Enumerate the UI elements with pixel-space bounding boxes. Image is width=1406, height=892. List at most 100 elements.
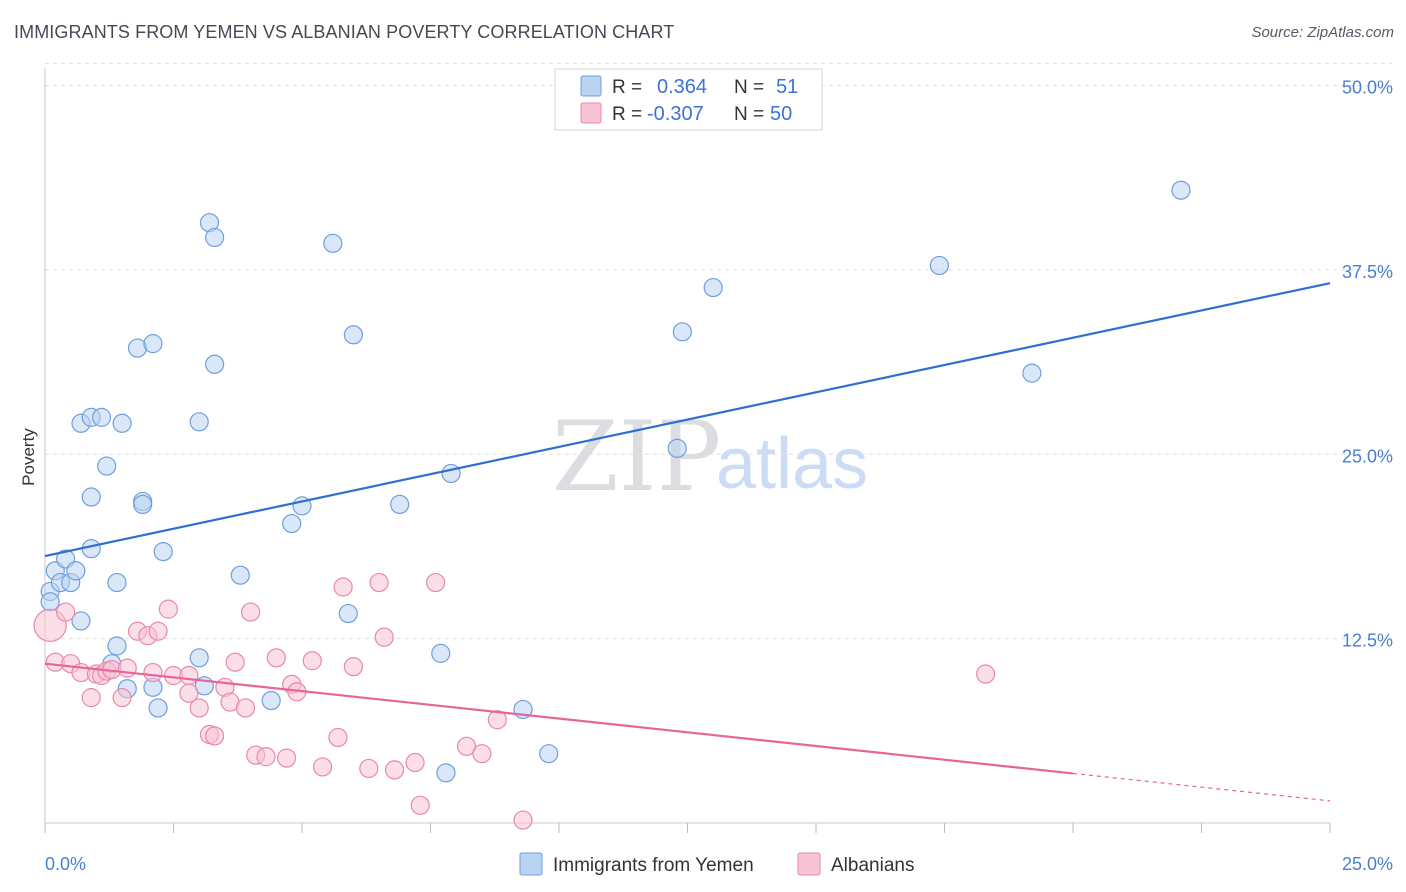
- watermark-zip: ZIP: [552, 401, 721, 513]
- data-point: [40, 592, 60, 612]
- data-point: [667, 438, 687, 458]
- data-point: [282, 513, 302, 534]
- data-point: [148, 698, 168, 718]
- x-tick-labels: 0.0% 25.0%: [45, 854, 1393, 874]
- legend-r-value: 0.364: [657, 76, 707, 98]
- data-point: [189, 648, 209, 668]
- legend-label-immigrants-from-yemen: Immigrants from Yemen: [553, 855, 754, 876]
- data-point: [328, 727, 348, 748]
- data-point: [513, 810, 533, 830]
- legend-n-label: N =: [734, 104, 764, 125]
- watermark: ZIP atlas: [552, 401, 868, 513]
- data-point: [189, 698, 209, 718]
- x-tick-label: 0.0%: [45, 854, 86, 874]
- y-tick-label: 37.5%: [1342, 262, 1393, 282]
- legend-n-label: N =: [734, 77, 764, 98]
- data-point: [539, 744, 559, 764]
- legend-swatch-immigrants-from-yemen: [519, 852, 543, 876]
- data-point: [1171, 180, 1191, 200]
- data-point: [374, 627, 394, 647]
- trend-line: [44, 662, 1074, 775]
- data-point: [976, 664, 996, 684]
- data-point: [410, 795, 430, 815]
- data-point: [241, 602, 261, 622]
- y-tick-label: 12.5%: [1342, 631, 1393, 651]
- x-tick-label: 25.0%: [1342, 854, 1393, 874]
- legend-r-value: -0.307: [647, 103, 704, 125]
- data-point: [133, 494, 153, 514]
- data-point: [333, 577, 353, 597]
- data-point: [112, 413, 132, 433]
- data-point: [343, 325, 363, 345]
- legend-n-value: 50: [770, 103, 792, 125]
- data-point: [343, 657, 363, 677]
- data-point: [487, 710, 507, 730]
- data-point: [441, 463, 461, 484]
- y-tick-labels: 12.5% 25.0% 37.5% 50.0%: [1342, 78, 1393, 651]
- data-point: [230, 565, 250, 585]
- legend-label-albanians: Albanians: [831, 855, 914, 876]
- data-point: [107, 572, 127, 593]
- data-point: [302, 651, 322, 671]
- data-point: [225, 652, 245, 672]
- data-point: [338, 603, 358, 624]
- data-point: [81, 688, 101, 708]
- legend-r-label: R =: [612, 104, 642, 125]
- data-point: [71, 611, 91, 631]
- data-point: [256, 747, 276, 767]
- legend-n-value: 51: [776, 76, 798, 98]
- data-point: [472, 744, 492, 764]
- data-point: [205, 227, 225, 248]
- data-point: [1022, 363, 1042, 383]
- data-point: [189, 412, 209, 432]
- trend-line: [44, 282, 1331, 558]
- data-point: [66, 561, 86, 581]
- data-point: [261, 690, 281, 711]
- data-point: [107, 636, 127, 656]
- series-albanians: [33, 572, 996, 830]
- legend-swatch-albanians: [797, 852, 821, 876]
- data-point: [323, 233, 343, 253]
- correlation-legend: R = 0.364 N = 51 R = -0.307 N = 50: [554, 68, 823, 131]
- legend-r-label: R =: [612, 77, 642, 98]
- data-point: [359, 758, 379, 779]
- data-point: [426, 572, 446, 593]
- trend-lines: [44, 282, 1331, 802]
- chart-title: IMMIGRANTS FROM YEMEN VS ALBANIAN POVERT…: [14, 22, 675, 42]
- data-point: [672, 322, 692, 342]
- data-point: [929, 255, 949, 276]
- y-axis-label: Poverty: [19, 428, 38, 486]
- data-point: [112, 688, 132, 708]
- data-point: [148, 621, 168, 641]
- data-point: [117, 658, 137, 678]
- data-point: [405, 752, 425, 773]
- data-point: [158, 599, 178, 619]
- watermark-atlas: atlas: [716, 424, 868, 504]
- data-point: [235, 698, 256, 718]
- data-point: [55, 602, 76, 622]
- data-point: [456, 736, 477, 756]
- series-immigrants-from-yemen: [40, 180, 1191, 783]
- data-point: [81, 487, 101, 507]
- x-ticks: [44, 823, 1331, 833]
- data-point: [431, 643, 451, 663]
- data-point: [143, 334, 163, 354]
- data-point: [312, 757, 333, 777]
- data-point: [97, 456, 117, 476]
- data-point: [266, 648, 286, 668]
- data-point: [205, 354, 225, 374]
- data-point: [390, 494, 410, 514]
- legend-swatch-blue: [580, 75, 602, 97]
- data-point: [384, 760, 405, 780]
- data-point: [205, 726, 225, 746]
- trend-line-extrapolated: [1072, 772, 1331, 802]
- chart-source: Source: ZipAtlas.com: [1251, 24, 1394, 41]
- gridlines: [45, 62, 1392, 640]
- legend-swatch-pink: [580, 102, 602, 124]
- y-tick-label: 25.0%: [1342, 446, 1393, 466]
- y-tick-label: 50.0%: [1342, 78, 1393, 98]
- data-point: [153, 541, 173, 562]
- data-point: [436, 763, 456, 783]
- data-point: [179, 665, 199, 686]
